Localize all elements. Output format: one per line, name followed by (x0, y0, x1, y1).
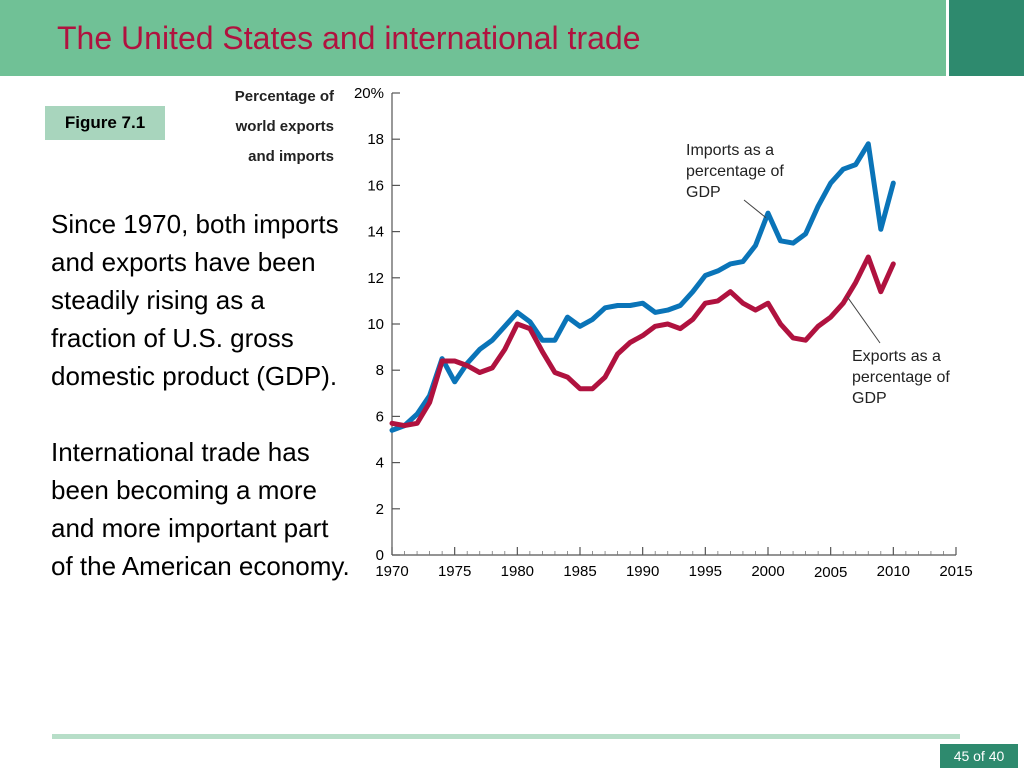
imports-label-line: Imports as a (686, 142, 774, 159)
exports-label-line: GDP (852, 390, 887, 407)
x-tick-label: 2010 (877, 563, 910, 580)
x-tick-label: 1990 (626, 563, 659, 580)
imports-series-line (389, 141, 896, 433)
x-tick-label: 2000 (751, 563, 784, 580)
x-tick-label: 1995 (689, 563, 722, 580)
y-tick-label: 16 (367, 177, 384, 194)
y-tick-label: 20% (354, 85, 384, 102)
x-tick-label: 1985 (563, 563, 596, 580)
imports-label-line: GDP (686, 184, 721, 201)
page-number: 45 of 40 (940, 744, 1018, 768)
y-tick-label: 0 (376, 547, 384, 564)
body-text: Since 1970, both imports and exports hav… (51, 205, 351, 585)
exports-label-line: percentage of (852, 369, 950, 386)
imports-label-line: percentage of (686, 163, 784, 180)
y-tick-label: 10 (367, 316, 384, 333)
y-tick-label: 12 (367, 270, 384, 287)
y-tick-label: 8 (376, 362, 384, 379)
slide-title: The United States and international trad… (57, 20, 641, 56)
y-axis-label-line: and imports (248, 148, 334, 165)
exports-series-line (389, 254, 896, 429)
x-tick-label: 2015 (939, 563, 972, 580)
paragraph-2: International trade has been becoming a … (51, 437, 350, 581)
footer-divider (52, 734, 960, 739)
y-tick-label: 14 (367, 224, 384, 241)
y-tick-label: 18 (367, 131, 384, 148)
exports-leader-line (846, 295, 881, 344)
x-tick-label: 1970 (375, 563, 408, 580)
y-axis-label-line: Percentage of (235, 88, 335, 105)
y-tick-label: 4 (376, 455, 384, 472)
figure-label: Figure 7.1 (45, 106, 165, 140)
y-axis-label-line: world exports (235, 118, 334, 135)
x-tick-label: 1980 (501, 563, 534, 580)
paragraph-1: Since 1970, both imports and exports hav… (51, 209, 339, 391)
x-tick-label: 1975 (438, 563, 471, 580)
y-tick-label: 2 (376, 501, 384, 518)
y-tick-label: 6 (376, 408, 384, 425)
exports-label-line: Exports as a (852, 348, 941, 365)
header-bar (0, 0, 946, 76)
header-corner-block (949, 0, 1024, 76)
imports-leader-line (743, 199, 767, 219)
x-tick-label: 2005 (814, 564, 847, 581)
